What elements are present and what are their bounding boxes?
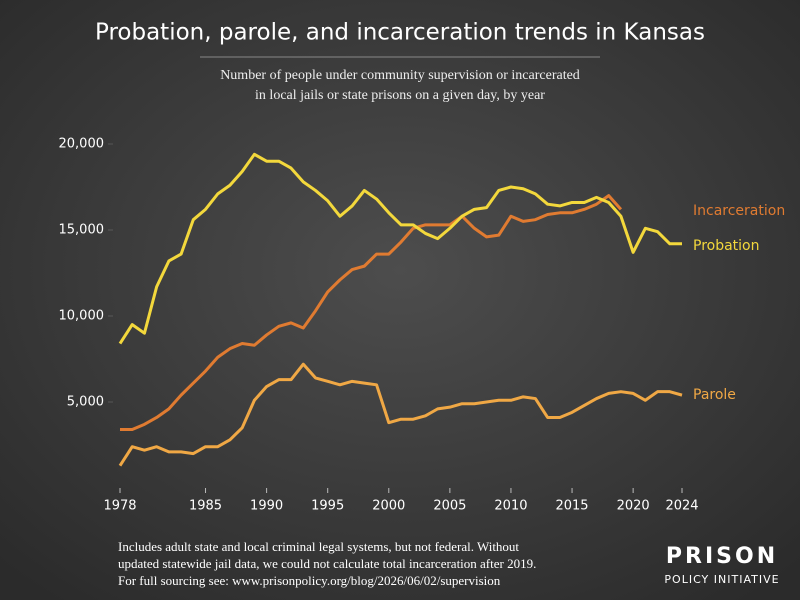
x-tick-label: 1995 (311, 499, 344, 514)
x-tick-label: 1990 (250, 499, 283, 514)
subtitle: in local jails or state prisons on a giv… (255, 88, 545, 103)
series-label: Probation (693, 238, 760, 254)
footnote: Includes adult state and local criminal … (118, 539, 519, 554)
x-tick-label: 2010 (494, 499, 527, 514)
subtitle: Number of people under community supervi… (220, 68, 580, 83)
x-tick-label: 1985 (189, 499, 222, 514)
logo: POLICY INITIATIVE (664, 573, 779, 586)
footnote: updated statewide jail data, we could no… (118, 556, 536, 571)
chart-title: Probation, parole, and incarceration tre… (95, 20, 705, 46)
x-tick-label: 2015 (555, 499, 588, 514)
footnote: For full sourcing see: www.prisonpolicy.… (118, 573, 501, 588)
logo: PRISON (666, 544, 778, 569)
x-tick-label: 2000 (372, 499, 405, 514)
x-tick-label: 1978 (103, 499, 136, 514)
series-label: Parole (693, 387, 736, 403)
y-tick-label: 10,000 (59, 309, 105, 324)
x-tick-label: 2005 (433, 499, 466, 514)
series-label: Incarceration (693, 203, 785, 219)
x-tick-label: 2024 (665, 499, 698, 514)
series-line (118, 152, 682, 345)
series-line (120, 194, 623, 432)
y-tick-label: 15,000 (59, 223, 105, 238)
x-tick-label: 2020 (617, 499, 650, 514)
series-line (118, 362, 683, 467)
y-tick-label: 5,000 (67, 395, 104, 410)
y-tick-label: 20,000 (59, 137, 105, 152)
